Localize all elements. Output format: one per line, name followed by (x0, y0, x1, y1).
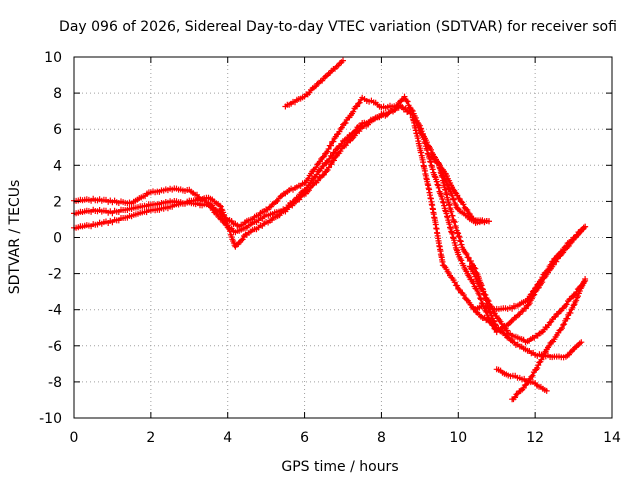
series-line (496, 368, 548, 392)
y-tick-label: -8 (48, 375, 62, 391)
x-tick-label: 0 (70, 430, 79, 446)
series-line (473, 225, 586, 311)
y-tick-label: -6 (48, 339, 62, 355)
series-track-8 (509, 276, 589, 403)
series-line (73, 97, 583, 358)
series-line (511, 278, 587, 401)
y-tick-label: 10 (44, 50, 62, 66)
y-axis-label: SDTVAR / TECUs (7, 180, 23, 295)
y-tick-label: 8 (53, 86, 62, 102)
y-tick-label: 2 (53, 194, 62, 210)
series-line (73, 95, 586, 333)
y-tick-label: 4 (53, 158, 62, 174)
axis-ticks: 0 2 4 6 8 10 12 14 -10 -8 -6 -4 -2 0 2 4 6 8 10 (39, 50, 621, 446)
series-markers (71, 93, 589, 336)
x-tick-label: 2 (146, 430, 155, 446)
series-line (438, 165, 498, 329)
x-tick-label: 8 (377, 430, 386, 446)
series-track-3 (71, 93, 589, 336)
y-tick-label: 6 (53, 122, 62, 138)
y-tick-label: -2 (48, 267, 62, 283)
series-markers (71, 94, 585, 361)
y-tick-label: 0 (53, 231, 62, 247)
series-track-2 (71, 94, 585, 361)
x-tick-label: 12 (526, 430, 544, 446)
series-line (284, 59, 344, 107)
data-markers (71, 57, 589, 403)
y-tick-label: -10 (39, 411, 62, 427)
x-tick-label: 10 (449, 430, 467, 446)
x-tick-label: 14 (603, 430, 621, 446)
x-tick-label: 6 (300, 430, 309, 446)
y-tick-label: -4 (48, 303, 62, 319)
x-axis-label: GPS time / hours (281, 459, 398, 475)
series-track-10 (436, 162, 500, 331)
series-track-4 (282, 57, 346, 110)
x-tick-label: 4 (223, 430, 232, 446)
grid-lines (74, 57, 612, 418)
chart-title: Day 096 of 2026, Sidereal Day-to-day VTE… (59, 19, 617, 35)
series-track-7 (493, 366, 550, 394)
